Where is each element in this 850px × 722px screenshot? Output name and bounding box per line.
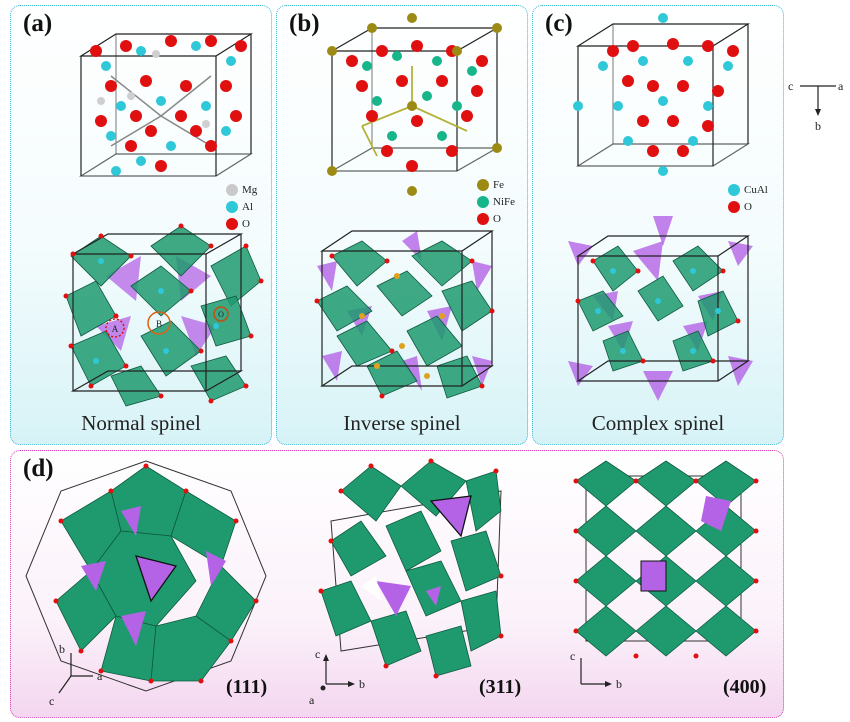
axis-label-a: a [838, 79, 844, 93]
panel-b-label: (b) [289, 10, 320, 37]
axis-label-311-a: a [309, 693, 315, 707]
legend-label-o: O [242, 217, 250, 230]
legend-item-nife: NiFe [477, 193, 515, 210]
axis-label-111-a: a [97, 669, 103, 683]
axis-label-111-c: c [49, 694, 54, 708]
panel-c: (c) CuAl O [532, 5, 784, 445]
axis-label-400-b: b [616, 677, 622, 691]
legend-c: CuAl O [728, 181, 768, 215]
legend-item-o: O [226, 215, 257, 232]
o-atom-icon [226, 217, 238, 230]
legend-label-cual: CuAl [744, 183, 768, 196]
o-atom-icon [728, 200, 740, 213]
caption-inverse-spinel: Inverse spinel [343, 411, 461, 435]
legend-item-o-b: O [477, 210, 515, 227]
nife-atom-icon [477, 195, 489, 208]
complex-spinel-polyhedra [568, 216, 753, 401]
legend-b: Fe NiFe O [477, 176, 515, 227]
axis-triad-400: c b [570, 649, 622, 691]
inverse-spinel-polyhedra [314, 230, 495, 399]
legend-label-nife: NiFe [493, 195, 515, 208]
axis-label-b: b [815, 119, 821, 133]
site-label-o: O [218, 310, 224, 319]
site-label-a: A [112, 324, 119, 334]
legend-label-o-c: O [744, 200, 752, 213]
o-atom-icon [477, 212, 489, 225]
inverse-spinel-unit-cell [327, 13, 502, 196]
normal-spinel-polyhedra: A B O [63, 223, 264, 407]
view-111 [25, 460, 267, 692]
axis-label-400-c: c [570, 649, 575, 663]
legend-a: Mg Al O [226, 181, 257, 232]
legend-label-fe: Fe [493, 178, 504, 191]
legend-item-mg: Mg [226, 181, 257, 198]
normal-spinel-unit-cell [78, 33, 254, 177]
cual-atom-icon [728, 183, 740, 196]
mg-atom-icon [226, 183, 238, 196]
view-400 [573, 460, 759, 659]
legend-item-al: Al [226, 198, 257, 215]
fe-atom-icon [477, 178, 489, 191]
legend-label-o-b: O [493, 212, 501, 225]
panel-a-label: (a) [23, 10, 53, 37]
panel-d-label: (d) [23, 455, 54, 482]
legend-item-o-c: O [728, 198, 768, 215]
axis-label-311-b: b [359, 677, 365, 691]
panel-c-label: (c) [545, 10, 573, 37]
miller-index-111: (111) [226, 676, 268, 698]
complex-spinel-unit-cell [573, 13, 751, 176]
caption-complex-spinel: Complex spinel [591, 411, 725, 435]
legend-item-cual: CuAl [728, 181, 768, 198]
axis-label-111-b: b [59, 642, 65, 656]
al-atom-icon [226, 200, 238, 213]
caption-normal-spinel: Normal spinel [81, 411, 201, 435]
axis-triad-111: b a c [49, 642, 103, 708]
panel-d: (d) b a c (111) [10, 450, 784, 718]
miller-index-311: (311) [479, 676, 522, 698]
axis-label-c: c [788, 79, 793, 93]
legend-label-al: Al [242, 200, 253, 213]
miller-index-400: (400) [723, 676, 767, 698]
site-label-b: B [156, 319, 162, 329]
legend-item-fe: Fe [477, 176, 515, 193]
axis-triad-top: c a b [788, 79, 844, 133]
panel-a: (a) Mg [10, 5, 272, 445]
legend-label-mg: Mg [242, 183, 258, 196]
axis-label-311-c: c [315, 647, 320, 661]
view-311 [318, 458, 504, 679]
axis-triad-311: c b a [309, 647, 365, 707]
panel-b: (b) Fe NiFe [276, 5, 528, 445]
